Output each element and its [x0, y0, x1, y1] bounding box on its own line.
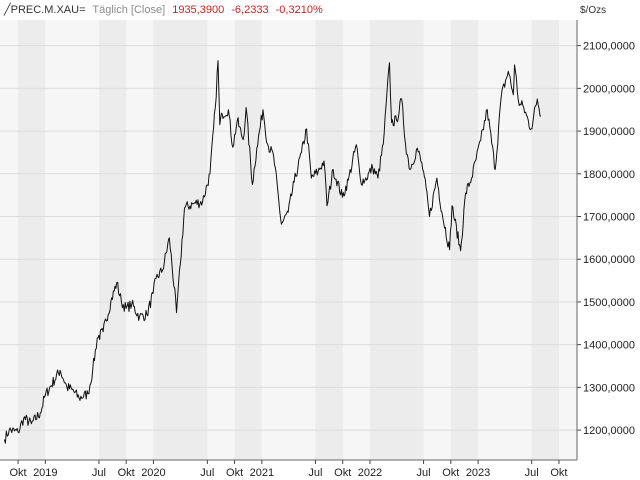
x-tick-label: Okt	[10, 467, 27, 479]
quarter-band	[450, 20, 479, 460]
price-change: -6,2333	[231, 4, 269, 16]
instrument-symbol[interactable]: ╱PREC.M.XAU=	[4, 4, 86, 16]
price-change-percent: -0,3210%	[275, 4, 323, 16]
x-tick-label: 2020	[141, 467, 165, 479]
x-tick-label: Jul	[308, 467, 322, 479]
x-tick-label: 2023	[466, 467, 490, 479]
x-tick-label: Okt	[442, 467, 459, 479]
y-axis-unit: $/Ozs	[580, 5, 607, 16]
y-tick-label: 1700,0000	[583, 212, 635, 224]
x-tick-label: 2022	[358, 467, 382, 479]
quarter-band	[98, 20, 127, 460]
chart-header: ╱PREC.M.XAU= Täglich [Close] 1935,3900 -…	[4, 3, 327, 16]
quarter-band	[153, 20, 208, 460]
y-tick-label: 1500,0000	[583, 297, 635, 309]
price-line	[3, 60, 541, 444]
x-tick-label: 2019	[33, 467, 57, 479]
y-tick-label: 1200,0000	[583, 425, 635, 437]
x-tick-label: 2021	[250, 467, 274, 479]
last-price: 1935,3900	[172, 4, 225, 16]
x-tick-label: Jul	[92, 467, 106, 479]
y-tick-label: 1400,0000	[583, 340, 635, 352]
quarter-band	[315, 20, 343, 460]
x-tick-label: Okt	[118, 467, 135, 479]
quarter-band	[531, 20, 559, 460]
quarter-band	[369, 20, 424, 460]
y-tick-label: 1600,0000	[583, 254, 635, 266]
x-tick-label: Jul	[200, 467, 214, 479]
y-tick-label: 2000,0000	[583, 83, 635, 95]
y-tick-label: 2100,0000	[583, 41, 635, 53]
y-tick-label: 1800,0000	[583, 169, 635, 181]
x-tick-label: Okt	[550, 467, 567, 479]
interval-mode[interactable]: Täglich [Close]	[92, 4, 166, 16]
x-tick-label: Okt	[334, 467, 351, 479]
y-tick-label: 1900,0000	[583, 126, 635, 138]
x-tick-label: Jul	[417, 467, 431, 479]
x-tick-label: Okt	[226, 467, 243, 479]
x-tick-label: Jul	[525, 467, 539, 479]
quarter-band	[18, 20, 46, 460]
y-tick-label: 1300,0000	[583, 382, 635, 394]
plot-background	[0, 20, 577, 460]
quarter-band	[234, 20, 262, 460]
